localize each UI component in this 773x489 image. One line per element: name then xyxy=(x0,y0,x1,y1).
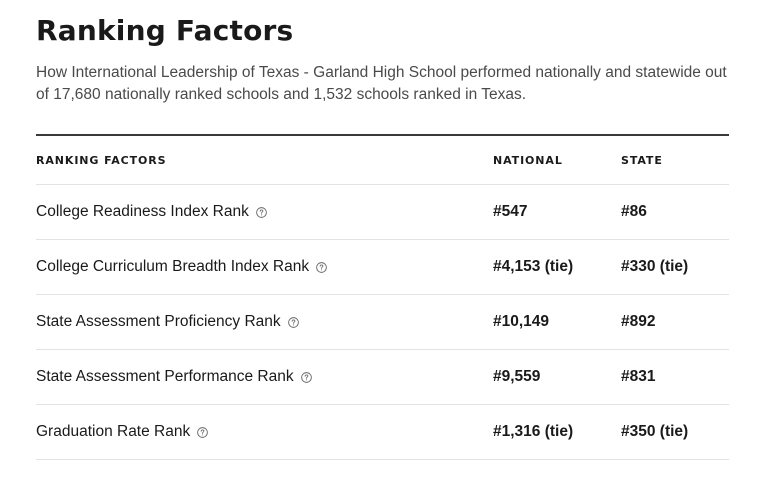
national-rank-value: #4,153 (tie) xyxy=(493,258,574,275)
national-rank-cell: #4,153 (tie) xyxy=(493,240,573,294)
section-title: Ranking Factors xyxy=(36,14,294,47)
table-row: State Assessment Proficiency Rank #10,149… xyxy=(36,295,729,350)
national-rank-value: #9,559 xyxy=(493,368,541,385)
table-row: Graduation Rate Rank #1,316 (tie) #350 (ti… xyxy=(36,405,729,460)
state-rank-cell: #831 xyxy=(621,350,655,404)
question-circle-icon[interactable] xyxy=(256,206,267,218)
state-rank-cell: #330 (tie) xyxy=(621,240,688,294)
national-rank-value: #10,149 xyxy=(493,313,550,330)
state-rank-value: #350 (tie) xyxy=(621,423,689,440)
table-row: College Curriculum Breadth Index Rank #4,… xyxy=(36,240,729,295)
factor-label: State Assessment Performance Rank xyxy=(36,368,294,385)
national-rank-cell: #1,316 (tie) xyxy=(493,405,573,459)
question-circle-icon[interactable] xyxy=(300,371,312,383)
national-rank-value: #1,316 (tie) xyxy=(493,423,574,440)
national-rank-value: #547 xyxy=(493,203,528,220)
question-circle-icon[interactable] xyxy=(197,426,209,438)
factor-cell: College Curriculum Breadth Index Rank xyxy=(36,240,327,294)
factor-label: Graduation Rate Rank xyxy=(36,423,191,440)
factor-label: College Readiness Index Rank xyxy=(36,203,249,220)
state-rank-value: #831 xyxy=(621,368,656,385)
column-header-national: NATIONAL xyxy=(493,153,563,167)
national-rank-cell: #9,559 xyxy=(493,350,540,404)
section-description: How International Leadership of Texas - … xyxy=(36,64,727,103)
national-rank-cell: #547 xyxy=(493,185,527,239)
factor-cell: State Assessment Performance Rank xyxy=(36,350,312,404)
state-rank-cell: #892 xyxy=(621,295,655,349)
state-rank-cell: #350 (tie) xyxy=(621,405,688,459)
question-circle-icon[interactable] xyxy=(287,316,299,328)
factor-cell: Graduation Rate Rank xyxy=(36,405,209,459)
national-rank-cell: #10,149 xyxy=(493,295,549,349)
table-row: State Assessment Performance Rank #9,559 #… xyxy=(36,350,729,405)
question-circle-icon[interactable] xyxy=(316,261,327,273)
state-rank-value: #330 (tie) xyxy=(621,258,689,275)
factor-cell: College Readiness Index Rank xyxy=(36,185,267,239)
state-rank-cell: #86 xyxy=(621,185,647,239)
column-header-ranking-factors: RANKING FACTORS xyxy=(36,153,167,167)
table-row: College Readiness Index Rank #547 #86 xyxy=(36,185,729,240)
state-rank-value: #86 xyxy=(621,203,647,220)
table-header-row: RANKING FACTORS NATIONAL STATE xyxy=(36,136,729,185)
factor-label: State Assessment Proficiency Rank xyxy=(36,313,281,330)
ranking-factors-table: RANKING FACTORS NATIONAL STATE College R… xyxy=(36,134,729,460)
factor-cell: State Assessment Proficiency Rank xyxy=(36,295,299,349)
column-header-state: STATE xyxy=(621,153,663,167)
state-rank-value: #892 xyxy=(621,313,656,330)
factor-label: College Curriculum Breadth Index Rank xyxy=(36,258,310,275)
